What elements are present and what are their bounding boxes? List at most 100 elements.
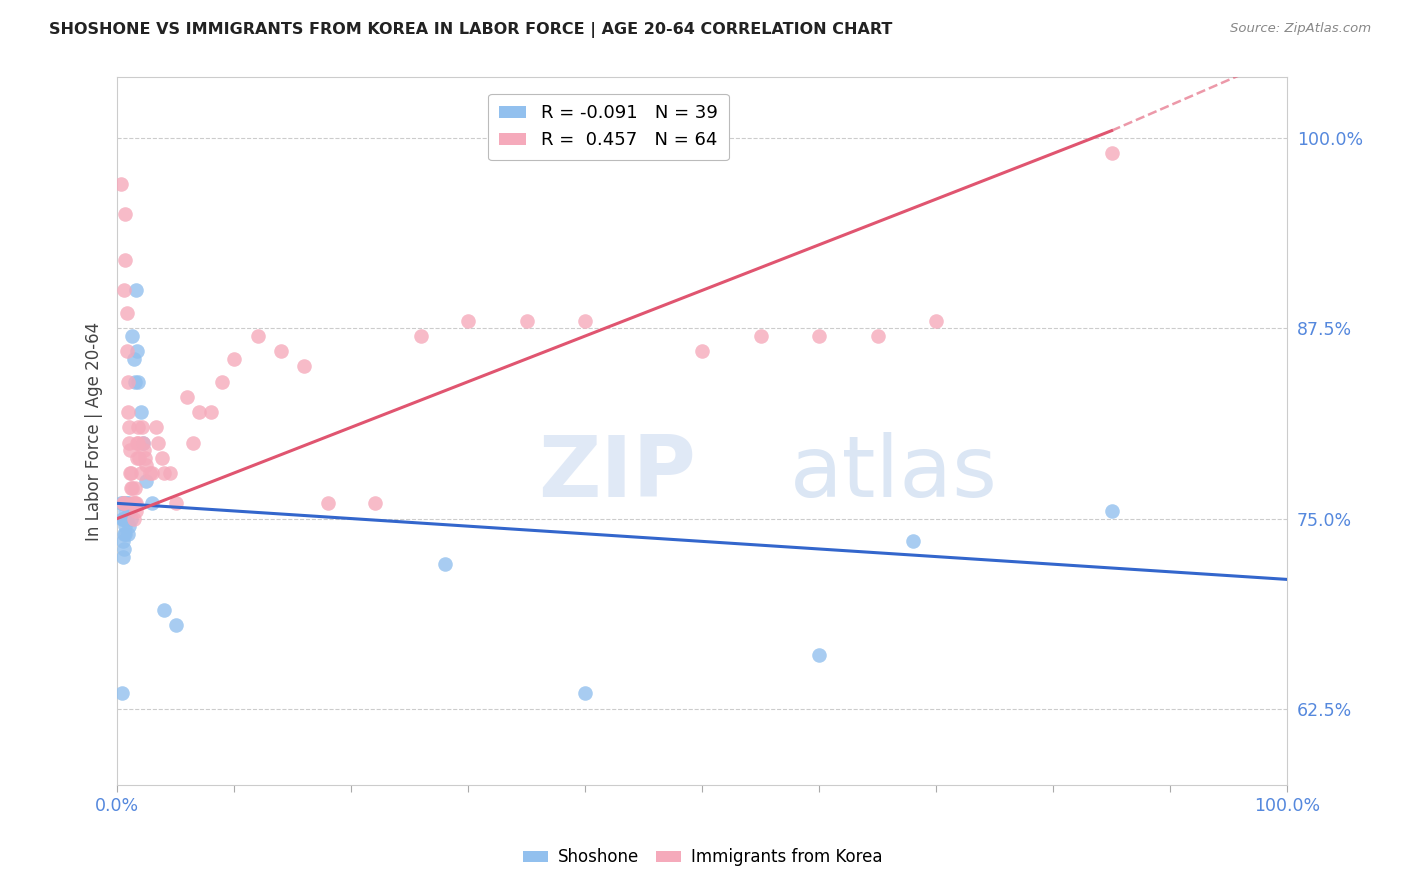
Point <box>122 511 145 525</box>
Point <box>112 511 135 525</box>
Y-axis label: In Labor Force | Age 20-64: In Labor Force | Age 20-64 <box>86 321 103 541</box>
Point <box>117 375 139 389</box>
Point <box>131 420 153 434</box>
Point <box>112 496 135 510</box>
Point <box>112 496 135 510</box>
Point <box>127 420 149 434</box>
Point <box>122 496 145 510</box>
Point <box>1101 504 1123 518</box>
Point <box>127 435 149 450</box>
Point <box>246 329 269 343</box>
Point <box>145 420 167 434</box>
Point <box>115 511 138 525</box>
Point <box>117 496 139 510</box>
Point <box>118 420 141 434</box>
Point <box>125 284 148 298</box>
Point <box>176 390 198 404</box>
Text: Source: ZipAtlas.com: Source: ZipAtlas.com <box>1230 22 1371 36</box>
Point <box>120 466 142 480</box>
Point <box>129 405 152 419</box>
Text: atlas: atlas <box>790 432 998 515</box>
Point <box>153 466 176 480</box>
Point <box>112 496 135 510</box>
Point <box>110 177 132 191</box>
Point <box>125 496 148 510</box>
Point <box>363 496 385 510</box>
Point <box>117 405 139 419</box>
Point <box>125 450 148 465</box>
Point <box>808 648 831 663</box>
Point <box>165 618 187 632</box>
Point <box>120 443 142 458</box>
Point <box>124 481 146 495</box>
Point <box>132 443 155 458</box>
Point <box>134 450 156 465</box>
Point <box>1101 146 1123 161</box>
Point <box>122 351 145 366</box>
Point <box>121 329 143 343</box>
Point <box>808 329 831 343</box>
Point <box>132 435 155 450</box>
Point <box>690 344 713 359</box>
Point <box>146 435 169 450</box>
Point <box>120 481 142 495</box>
Point <box>135 474 157 488</box>
Point <box>114 252 136 267</box>
Point <box>118 504 141 518</box>
Text: SHOSHONE VS IMMIGRANTS FROM KOREA IN LABOR FORCE | AGE 20-64 CORRELATION CHART: SHOSHONE VS IMMIGRANTS FROM KOREA IN LAB… <box>49 22 893 38</box>
Point <box>112 549 135 564</box>
Point <box>112 284 135 298</box>
Point <box>457 314 479 328</box>
Point <box>120 511 142 525</box>
Point <box>574 686 596 700</box>
Point <box>115 496 138 510</box>
Point <box>121 496 143 510</box>
Point <box>114 526 136 541</box>
Text: ZIP: ZIP <box>538 432 696 515</box>
Point <box>411 329 433 343</box>
Point <box>111 686 134 700</box>
Point <box>118 519 141 533</box>
Point <box>141 466 163 480</box>
Legend: R = -0.091   N = 39, R =  0.457   N = 64: R = -0.091 N = 39, R = 0.457 N = 64 <box>488 94 728 161</box>
Point <box>211 375 233 389</box>
Point <box>124 375 146 389</box>
Point <box>114 207 136 221</box>
Point <box>433 558 456 572</box>
Point <box>114 504 136 518</box>
Point <box>120 504 142 518</box>
Point <box>110 496 132 510</box>
Point <box>316 496 339 510</box>
Point <box>115 306 138 320</box>
Point <box>115 344 138 359</box>
Point <box>111 511 134 525</box>
Point <box>574 314 596 328</box>
Point <box>135 458 157 473</box>
Point <box>749 329 772 343</box>
Point <box>124 496 146 510</box>
Point <box>141 496 163 510</box>
Point <box>270 344 292 359</box>
Point <box>112 534 135 549</box>
Legend: Shoshone, Immigrants from Korea: Shoshone, Immigrants from Korea <box>516 842 890 873</box>
Point <box>925 314 948 328</box>
Point <box>165 496 187 510</box>
Point <box>200 405 222 419</box>
Point <box>114 519 136 533</box>
Point <box>121 481 143 495</box>
Point <box>112 511 135 525</box>
Point <box>139 466 162 480</box>
Point <box>127 375 149 389</box>
Point <box>128 450 150 465</box>
Point <box>516 314 538 328</box>
Point <box>125 504 148 518</box>
Point <box>224 351 246 366</box>
Point <box>125 435 148 450</box>
Point <box>112 496 135 510</box>
Point <box>112 541 135 556</box>
Point <box>125 344 148 359</box>
Point <box>120 466 142 480</box>
Point <box>117 526 139 541</box>
Point <box>901 534 924 549</box>
Point <box>118 435 141 450</box>
